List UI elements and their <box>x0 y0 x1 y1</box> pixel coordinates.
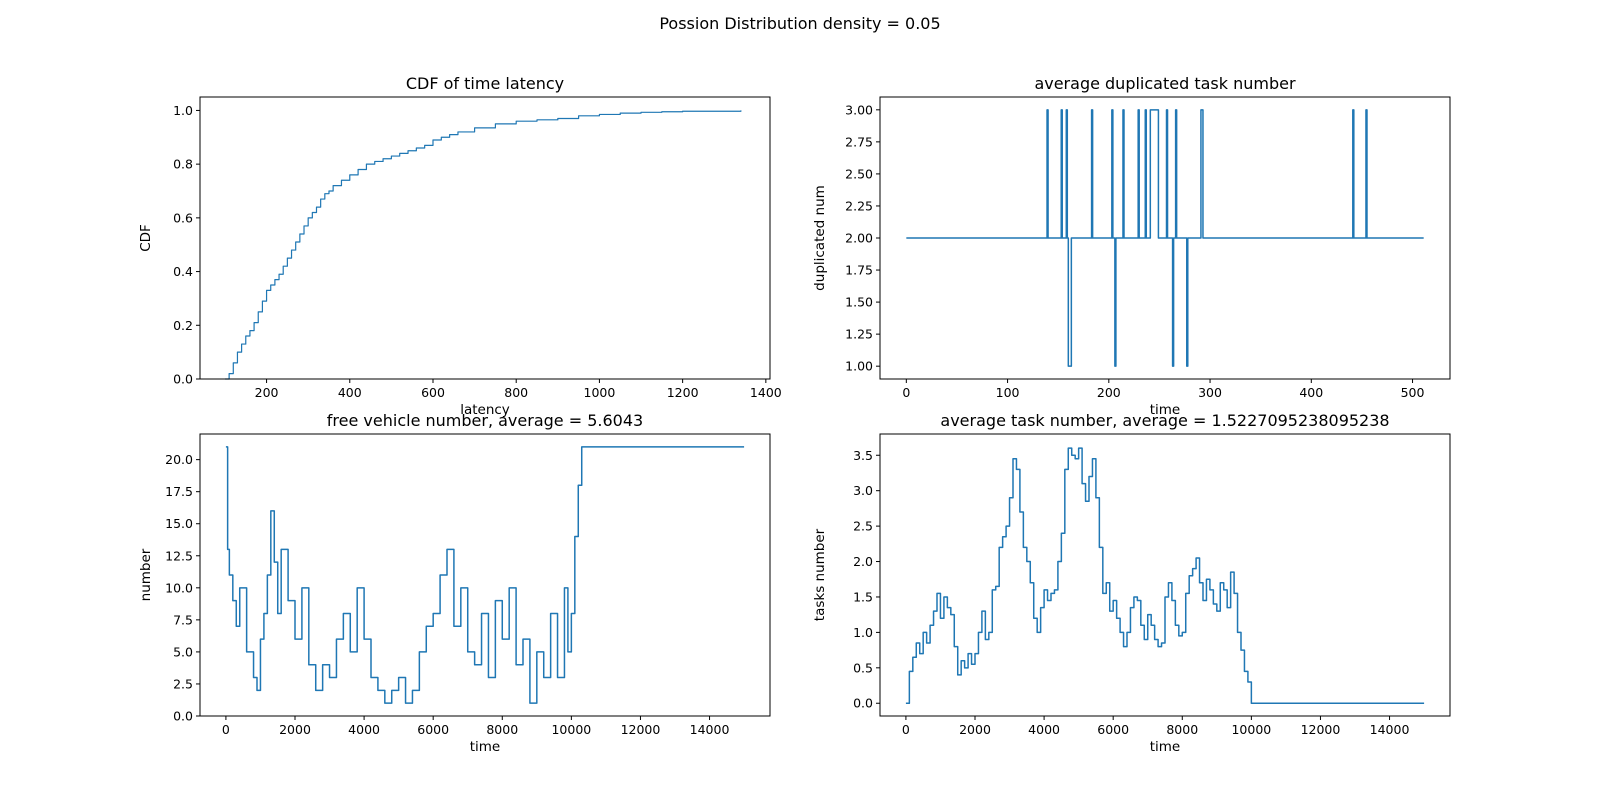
y-axis-label-cdf: CDF <box>138 224 154 252</box>
x-tick-label: 2000 <box>279 722 311 737</box>
y-tick-label: 3.0 <box>853 483 873 498</box>
y-axis-label-task: tasks number <box>812 528 828 621</box>
y-tick-label: 1.75 <box>845 263 873 278</box>
x-tick-label: 0 <box>222 722 230 737</box>
x-tick-label: 12000 <box>621 722 661 737</box>
y-axis-label-free: number <box>138 548 154 601</box>
axes-frame <box>879 96 1451 380</box>
subplot-free: free vehicle number, average = 5.6043 0 20… <box>138 411 771 755</box>
x-tick-label: 800 <box>504 385 528 400</box>
y-tick-label: 0.2 <box>173 318 193 333</box>
x-tick-label: 2000 <box>959 722 991 737</box>
y-tick-label: 15.0 <box>165 516 193 531</box>
subplot-task: average task number, average = 1.5227095… <box>812 411 1451 755</box>
figure-suptitle: Possion Distribution density = 0.05 <box>659 14 940 33</box>
y-tick-label: 3.00 <box>845 102 873 117</box>
x-tick-label: 6000 <box>417 722 449 737</box>
y-tick-label: 12.5 <box>165 548 193 563</box>
x-axis-label-cdf: latency <box>460 402 510 418</box>
x-tick-label: 6000 <box>1097 722 1129 737</box>
series-line-free <box>225 446 745 704</box>
series-line-cdf <box>224 110 742 380</box>
x-tick-label: 14000 <box>690 722 730 737</box>
x-tick-label: 4000 <box>1028 722 1060 737</box>
y-tick-label: 1.25 <box>845 327 873 342</box>
x-tick-label: 0 <box>902 385 910 400</box>
x-tick-label: 8000 <box>1166 722 1198 737</box>
x-tick-label: 400 <box>1299 385 1323 400</box>
y-tick-label: 3.5 <box>853 448 873 463</box>
x-axis-label-free: time <box>470 739 501 755</box>
y-tick-label: 2.5 <box>853 519 873 534</box>
y-tick-label: 1.5 <box>853 589 873 604</box>
y-tick-label: 10.0 <box>165 580 193 595</box>
x-tick-label: 1200 <box>667 385 699 400</box>
subplot-cdf: CDF of time latency 200 400 600 800 1000 1200 1… <box>138 74 782 418</box>
x-tick-label: 200 <box>1097 385 1121 400</box>
series-line-dup <box>906 109 1424 367</box>
x-tick-label: 300 <box>1198 385 1222 400</box>
subplot-title-cdf: CDF of time latency <box>406 74 564 93</box>
x-tick-label: 10000 <box>1231 722 1271 737</box>
y-tick-label: 1.50 <box>845 295 873 310</box>
y-tick-label: 1.00 <box>845 359 873 374</box>
x-tick-label: 100 <box>996 385 1020 400</box>
y-tick-label: 1.0 <box>173 103 193 118</box>
x-tick-label: 500 <box>1401 385 1425 400</box>
x-tick-label: 12000 <box>1301 722 1341 737</box>
x-tick-label: 1400 <box>750 385 782 400</box>
axes-frame <box>199 433 771 717</box>
axes-frame <box>199 96 771 380</box>
y-tick-label: 0.0 <box>173 372 193 387</box>
x-axis-label-task: time <box>1150 739 1181 755</box>
y-tick-label: 17.5 <box>165 484 193 499</box>
axes-frame <box>879 433 1451 717</box>
x-tick-label: 200 <box>255 385 279 400</box>
y-tick-label: 20.0 <box>165 452 193 467</box>
y-tick-label: 0.0 <box>853 696 873 711</box>
subplot-title-free: free vehicle number, average = 5.6043 <box>327 411 643 430</box>
subplot-title-task: average task number, average = 1.5227095… <box>940 411 1389 430</box>
y-tick-label: 0.8 <box>173 157 193 172</box>
y-tick-label: 2.5 <box>173 676 193 691</box>
series-line-task <box>905 447 1425 704</box>
y-tick-label: 0.0 <box>173 709 193 724</box>
x-tick-label: 1000 <box>584 385 616 400</box>
y-tick-label: 0.5 <box>853 660 873 675</box>
x-tick-label: 4000 <box>348 722 380 737</box>
y-tick-label: 2.50 <box>845 166 873 181</box>
y-tick-label: 2.25 <box>845 198 873 213</box>
subplot-dup: average duplicated task number 0 100 200 300… <box>812 74 1451 418</box>
y-tick-label: 0.6 <box>173 210 193 225</box>
x-tick-label: 10000 <box>551 722 591 737</box>
x-tick-label: 0 <box>902 722 910 737</box>
x-tick-label: 8000 <box>486 722 518 737</box>
y-tick-label: 2.0 <box>853 554 873 569</box>
y-tick-label: 0.4 <box>173 264 193 279</box>
x-tick-label: 400 <box>338 385 362 400</box>
y-tick-label: 5.0 <box>173 644 193 659</box>
subplot-title-dup: average duplicated task number <box>1034 74 1296 93</box>
y-tick-label: 7.5 <box>173 612 193 627</box>
x-tick-label: 600 <box>421 385 445 400</box>
x-axis-label-dup: time <box>1150 402 1181 418</box>
x-tick-label: 14000 <box>1370 722 1410 737</box>
y-tick-label: 2.75 <box>845 134 873 149</box>
y-axis-label-dup: duplicated num <box>812 185 828 291</box>
y-tick-label: 1.0 <box>853 625 873 640</box>
y-tick-label: 2.00 <box>845 231 873 246</box>
